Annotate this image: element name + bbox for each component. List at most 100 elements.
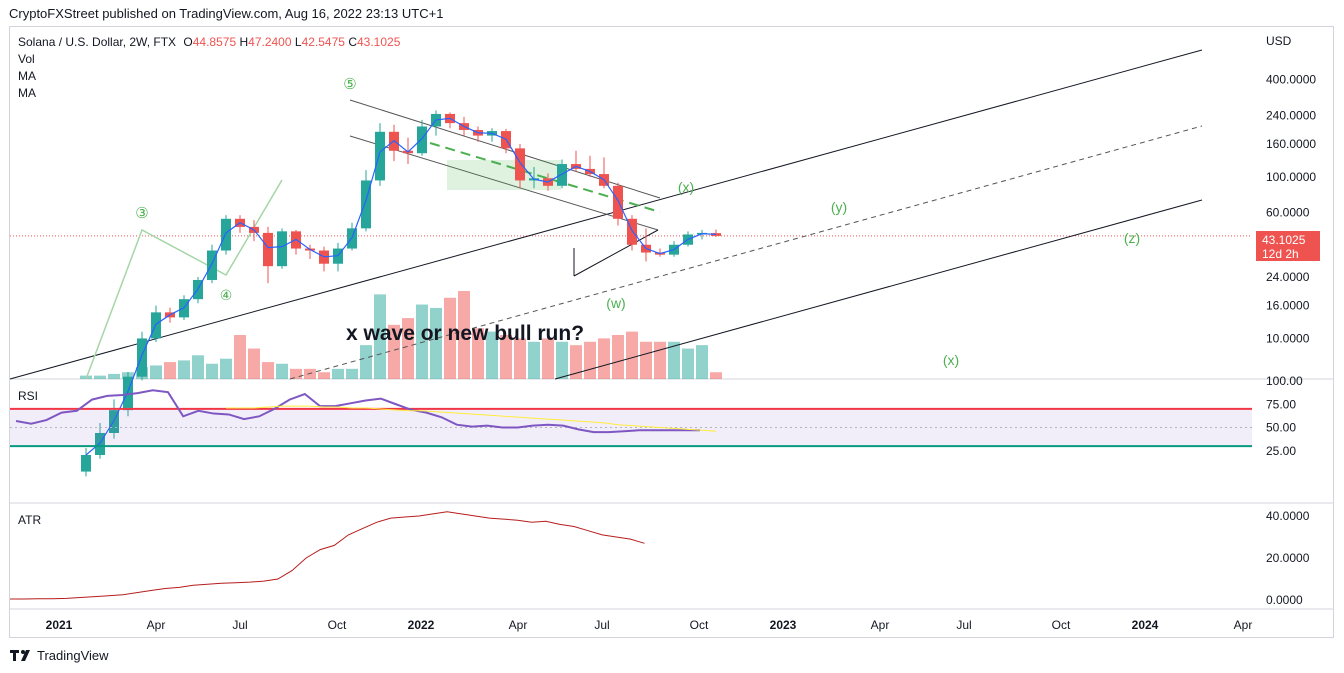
volume-bar [346,368,358,379]
price-axis-tick: 10.0000 [1266,331,1310,345]
candle-body [277,231,287,267]
tradingview-logo-icon [10,649,30,661]
volume-bar [696,345,708,379]
wedge-line-bottom [349,135,659,231]
ohlc-legend: Solana / U.S. Dollar, 2W, FTX O44.8575 H… [18,35,400,49]
chart-frame[interactable] [9,26,1334,638]
volume-bar [318,372,330,379]
low-label: L [294,35,302,49]
volume-bar [570,345,582,379]
candle-body [375,131,385,181]
time-axis-tick: 2022 [408,618,435,632]
volume-bar [514,338,526,379]
channel-line-lower [554,199,1203,380]
time-axis-tick: Apr [871,618,890,632]
candle-body [613,185,623,219]
volume-bar [626,331,638,379]
candle-body [137,338,147,377]
high-label: H [239,35,249,49]
publish-header: CryptoFXStreet published on TradingView.… [9,6,444,21]
vol-legend[interactable]: Vol [18,52,35,66]
wave-label: (w) [606,295,625,311]
rsi-line [15,389,700,434]
volume-bar [598,338,610,379]
time-axis-tick: Jul [594,618,609,632]
candle-body [711,233,721,236]
price-axis-unit: USD [1266,34,1292,48]
wave-label: (x) [678,179,694,195]
candle-body [361,180,371,229]
symbol-label[interactable]: Solana / U.S. Dollar, 2W, FTX [18,35,177,49]
volume-bar [416,304,428,379]
volume-bar [542,338,554,379]
volume-bar [528,341,540,379]
rsi-axis-tick: 50.00 [1266,421,1296,435]
time-axis-tick: Apr [1234,618,1253,632]
ma-legend-2[interactable]: MA [18,86,36,100]
consolidation-box [447,160,561,190]
open-value: 44.8575 [192,35,237,49]
price-axis-tick: 60.0000 [1266,206,1310,220]
ma-legend-1[interactable]: MA [18,69,36,83]
volume-bar [402,318,414,379]
price-axis-tick: 240.0000 [1266,108,1316,122]
last-price-badge: 43.1025 12d 2h [1256,231,1320,261]
candle-body [221,218,231,251]
volume-bar [150,365,162,379]
atr-axis-tick: 0.0000 [1266,593,1303,607]
atr-axis-tick: 20.0000 [1266,551,1310,565]
rsi-pane-label[interactable]: RSI [18,389,39,403]
volume-bar [108,373,120,379]
volume-bar [94,375,106,379]
candle-body [95,432,105,455]
volume-bar [668,341,680,379]
volume-bar [374,294,386,379]
close-label: C [348,35,357,49]
volume-bar [360,345,372,379]
candle-body [557,164,567,186]
bar-countdown: 12d 2h [1262,247,1299,261]
atr-line [10,511,645,600]
footer[interactable]: TradingView [10,648,109,663]
atr-pane-label[interactable]: ATR [18,513,42,527]
price-axis-tick: 400.0000 [1266,73,1316,87]
price-axis-tick: 160.0000 [1266,137,1316,151]
volume-bar [640,341,652,379]
volume-bar [192,355,204,379]
rsi-axis-tick: 100.00 [1266,374,1303,388]
triangle-line [573,229,659,277]
open-label: O [183,35,193,49]
volume-bar [388,324,400,379]
rsi-axis-tick: 25.00 [1266,444,1296,458]
high-value: 47.2400 [248,35,292,49]
time-axis-tick: Apr [509,618,528,632]
time-axis-tick: Jul [956,618,971,632]
candle-body [417,126,427,154]
volume-bar [654,341,666,379]
volume-bar [500,335,512,379]
candle-body [515,148,525,181]
close-value: 43.1025 [356,35,401,49]
wave-label: ③ [135,205,148,222]
volume-bar [584,341,596,379]
volume-bar [612,335,624,379]
wave-label: (x) [943,352,959,368]
volume-bar [164,362,176,379]
rsi-axis-tick: 75.00 [1266,397,1296,411]
time-axis-tick: Oct [690,618,709,632]
volume-bar [262,362,274,379]
footer-brand: TradingView [37,648,109,663]
candle-body [263,232,273,267]
price-axis-tick: 16.0000 [1266,298,1310,312]
annotation-text: x wave or new bull run? [346,322,584,345]
candle-body [207,250,217,280]
time-axis-tick: 2021 [46,618,73,632]
wave-label: ④ [220,287,233,303]
last-price-value: 43.1025 [1262,233,1306,247]
volume-bar [682,348,694,379]
volume-bar [556,341,568,379]
time-axis-tick: 2023 [770,618,797,632]
wave-label: (z) [1124,230,1140,246]
time-axis-tick: 2024 [1132,618,1159,632]
